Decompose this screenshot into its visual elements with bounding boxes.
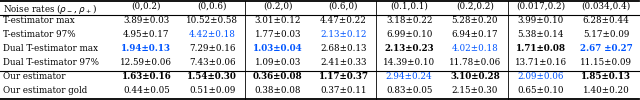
Text: 2.09±0.06: 2.09±0.06 [517,72,564,81]
Text: 0.37±0.11: 0.37±0.11 [320,86,367,95]
Text: 2.15±0.30: 2.15±0.30 [452,86,498,95]
Text: (0.034,0.4): (0.034,0.4) [582,2,631,11]
Text: 5.28±0.20: 5.28±0.20 [452,16,498,25]
Text: 0.44±0.05: 0.44±0.05 [123,86,170,95]
Text: 2.13±0.23: 2.13±0.23 [385,44,434,53]
Text: T-estimator 97%: T-estimator 97% [3,30,75,39]
Text: 1.17±0.37: 1.17±0.37 [319,72,369,81]
Text: (0,0.6): (0,0.6) [197,2,227,11]
Text: Dual T-estimator max: Dual T-estimator max [3,44,97,53]
Text: 14.39±0.10: 14.39±0.10 [383,58,435,67]
Text: 13.71±0.16: 13.71±0.16 [515,58,566,67]
Text: (0.017,0.2): (0.017,0.2) [516,2,565,11]
Text: Noise rates ($\rho_-$, $\rho_+$): Noise rates ($\rho_-$, $\rho_+$) [3,2,97,16]
Text: 5.17±0.09: 5.17±0.09 [583,30,630,39]
Text: 1.54±0.30: 1.54±0.30 [187,72,237,81]
Text: (0.6,0): (0.6,0) [329,2,358,11]
Text: 1.09±0.03: 1.09±0.03 [255,58,301,67]
Text: 6.99±0.10: 6.99±0.10 [386,30,433,39]
Text: Our estimator gold: Our estimator gold [3,86,87,95]
Text: 2.68±0.13: 2.68±0.13 [320,44,367,53]
Text: 0.36±0.08: 0.36±0.08 [253,72,303,81]
Text: 1.85±0.13: 1.85±0.13 [581,72,631,81]
Text: (0,0.2): (0,0.2) [132,2,161,11]
Text: 1.94±0.13: 1.94±0.13 [122,44,172,53]
Text: 3.99±0.10: 3.99±0.10 [518,16,564,25]
Text: 3.18±0.22: 3.18±0.22 [386,16,433,25]
Text: 4.02±0.18: 4.02±0.18 [451,44,499,53]
Text: 3.89±0.03: 3.89±0.03 [124,16,170,25]
Text: 7.43±0.06: 7.43±0.06 [189,58,236,67]
Text: 2.41±0.33: 2.41±0.33 [320,58,367,67]
Text: 7.29±0.16: 7.29±0.16 [189,44,236,53]
Text: 0.83±0.05: 0.83±0.05 [386,86,433,95]
Text: 1.63±0.16: 1.63±0.16 [122,72,172,81]
Text: Our estimator: Our estimator [3,72,65,81]
Text: (0.2,0): (0.2,0) [263,2,292,11]
Text: 4.47±0.22: 4.47±0.22 [320,16,367,25]
Text: 4.42±0.18: 4.42±0.18 [189,30,236,39]
Text: 2.94±0.24: 2.94±0.24 [386,72,433,81]
Text: 11.78±0.06: 11.78±0.06 [449,58,501,67]
Text: 2.13±0.12: 2.13±0.12 [320,30,367,39]
Text: 4.95±0.17: 4.95±0.17 [123,30,170,39]
Text: T-estimator max: T-estimator max [3,16,74,25]
Text: 3.01±0.12: 3.01±0.12 [255,16,301,25]
Text: 1.77±0.03: 1.77±0.03 [255,30,301,39]
Text: Dual T-estimator 97%: Dual T-estimator 97% [3,58,99,67]
Text: 1.03±0.04: 1.03±0.04 [253,44,303,53]
Text: 5.38±0.14: 5.38±0.14 [517,30,564,39]
Text: 11.15±0.09: 11.15±0.09 [580,58,632,67]
Text: 0.51±0.09: 0.51±0.09 [189,86,236,95]
Text: (0.2,0.2): (0.2,0.2) [456,2,494,11]
Text: 0.38±0.08: 0.38±0.08 [255,86,301,95]
Text: 1.40±0.20: 1.40±0.20 [583,86,630,95]
Text: 6.28±0.44: 6.28±0.44 [583,16,630,25]
Text: (0.1,0.1): (0.1,0.1) [390,2,428,11]
Text: 6.94±0.17: 6.94±0.17 [452,30,498,39]
Text: 2.67 ±0.27: 2.67 ±0.27 [580,44,633,53]
Text: 12.59±0.06: 12.59±0.06 [120,58,172,67]
Text: 3.10±0.28: 3.10±0.28 [450,72,500,81]
Text: 1.71±0.08: 1.71±0.08 [516,44,566,53]
Text: 0.65±0.10: 0.65±0.10 [517,86,564,95]
Text: 10.52±0.58: 10.52±0.58 [186,16,238,25]
